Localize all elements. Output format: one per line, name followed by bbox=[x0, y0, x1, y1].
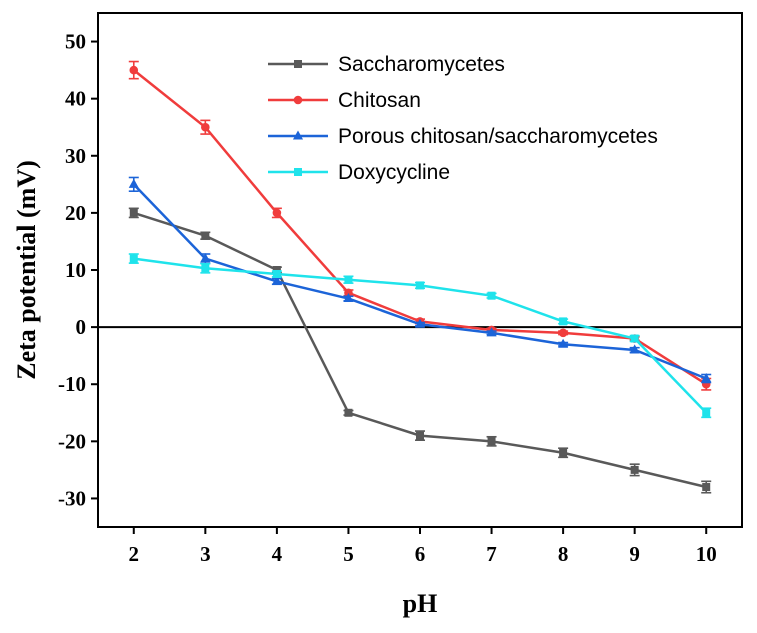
x-tick-label: 6 bbox=[415, 542, 426, 566]
data-point bbox=[344, 408, 353, 417]
data-point bbox=[416, 281, 424, 290]
data-point bbox=[343, 293, 354, 303]
y-tick-label: 20 bbox=[65, 201, 86, 225]
x-tick-label: 9 bbox=[629, 542, 640, 566]
data-point bbox=[629, 344, 640, 354]
x-tick-label: 2 bbox=[129, 542, 140, 566]
legend-label: Porous chitosan/saccharomycetes bbox=[338, 125, 658, 148]
legend-item: Saccharomycetes bbox=[268, 53, 505, 76]
data-point bbox=[558, 338, 569, 348]
data-point bbox=[200, 253, 211, 263]
legend-label: Doxycycline bbox=[338, 161, 450, 184]
data-point bbox=[344, 275, 353, 284]
data-point bbox=[487, 437, 496, 446]
series-line bbox=[132, 69, 707, 386]
x-tick-label: 8 bbox=[558, 542, 569, 566]
data-point bbox=[486, 327, 497, 337]
y-axis-title: Zeta potential (mV) bbox=[12, 160, 41, 380]
data-point bbox=[559, 317, 568, 326]
legend-label: Chitosan bbox=[338, 89, 421, 112]
data-point bbox=[272, 208, 282, 218]
data-point bbox=[416, 431, 424, 440]
x-tick-label: 5 bbox=[343, 542, 354, 566]
x-tick-label: 4 bbox=[272, 542, 283, 566]
data-point bbox=[128, 178, 139, 188]
x-tick-label: 3 bbox=[200, 542, 211, 566]
data-point bbox=[271, 275, 282, 285]
data-point bbox=[630, 334, 639, 343]
legend: Saccharomycetes Chitosan Porous chitosan/s… bbox=[268, 53, 658, 184]
legend-swatch-marker bbox=[292, 130, 304, 140]
x-axis-title: pH bbox=[403, 589, 438, 618]
data-point bbox=[702, 483, 711, 492]
y-tick-label: -20 bbox=[58, 429, 86, 453]
data-point bbox=[129, 208, 138, 217]
y-tick-label: 10 bbox=[65, 258, 86, 282]
series-3 bbox=[128, 253, 712, 419]
legend-item: Doxycycline bbox=[268, 161, 450, 184]
y-tick-label: -30 bbox=[58, 486, 86, 510]
legend-swatch-marker bbox=[293, 95, 303, 105]
data-point bbox=[487, 291, 496, 300]
data-point bbox=[201, 231, 210, 240]
y-tick-label: 40 bbox=[65, 87, 86, 111]
legend-swatch-marker bbox=[294, 60, 302, 68]
legend-label: Saccharomycetes bbox=[338, 53, 505, 76]
data-point bbox=[702, 408, 711, 417]
y-axis-ticks: -30 -20 -10 0 10 20 30 40 50 bbox=[58, 30, 98, 510]
data-point bbox=[559, 448, 568, 457]
data-point bbox=[558, 328, 568, 338]
data-point bbox=[129, 254, 138, 263]
x-tick-label: 10 bbox=[696, 542, 717, 566]
legend-swatch-marker bbox=[294, 168, 302, 176]
legend-item: Porous chitosan/saccharomycetes bbox=[268, 125, 658, 148]
data-point bbox=[272, 269, 281, 278]
series-2 bbox=[128, 176, 712, 384]
data-point bbox=[129, 65, 139, 75]
y-tick-label: 30 bbox=[65, 144, 86, 168]
plot-layer bbox=[98, 60, 742, 494]
data-point bbox=[201, 122, 210, 132]
axes-layer: 2 3 4 5 6 7 8 9 10 -30 -20 -10 0 10 20 30 40 50 pH Zeta … bbox=[12, 12, 743, 618]
data-point bbox=[701, 372, 712, 383]
data-point bbox=[201, 264, 210, 273]
series-0 bbox=[128, 207, 712, 494]
y-tick-label: 0 bbox=[76, 315, 87, 339]
y-tick-label: 50 bbox=[65, 30, 86, 54]
y-tick-label: -10 bbox=[58, 372, 86, 396]
x-axis-ticks: 2 3 4 5 6 7 8 9 10 bbox=[129, 527, 717, 566]
data-point bbox=[414, 318, 426, 328]
data-point bbox=[630, 465, 639, 474]
legend-item: Chitosan bbox=[268, 89, 421, 112]
x-tick-label: 7 bbox=[486, 542, 497, 566]
